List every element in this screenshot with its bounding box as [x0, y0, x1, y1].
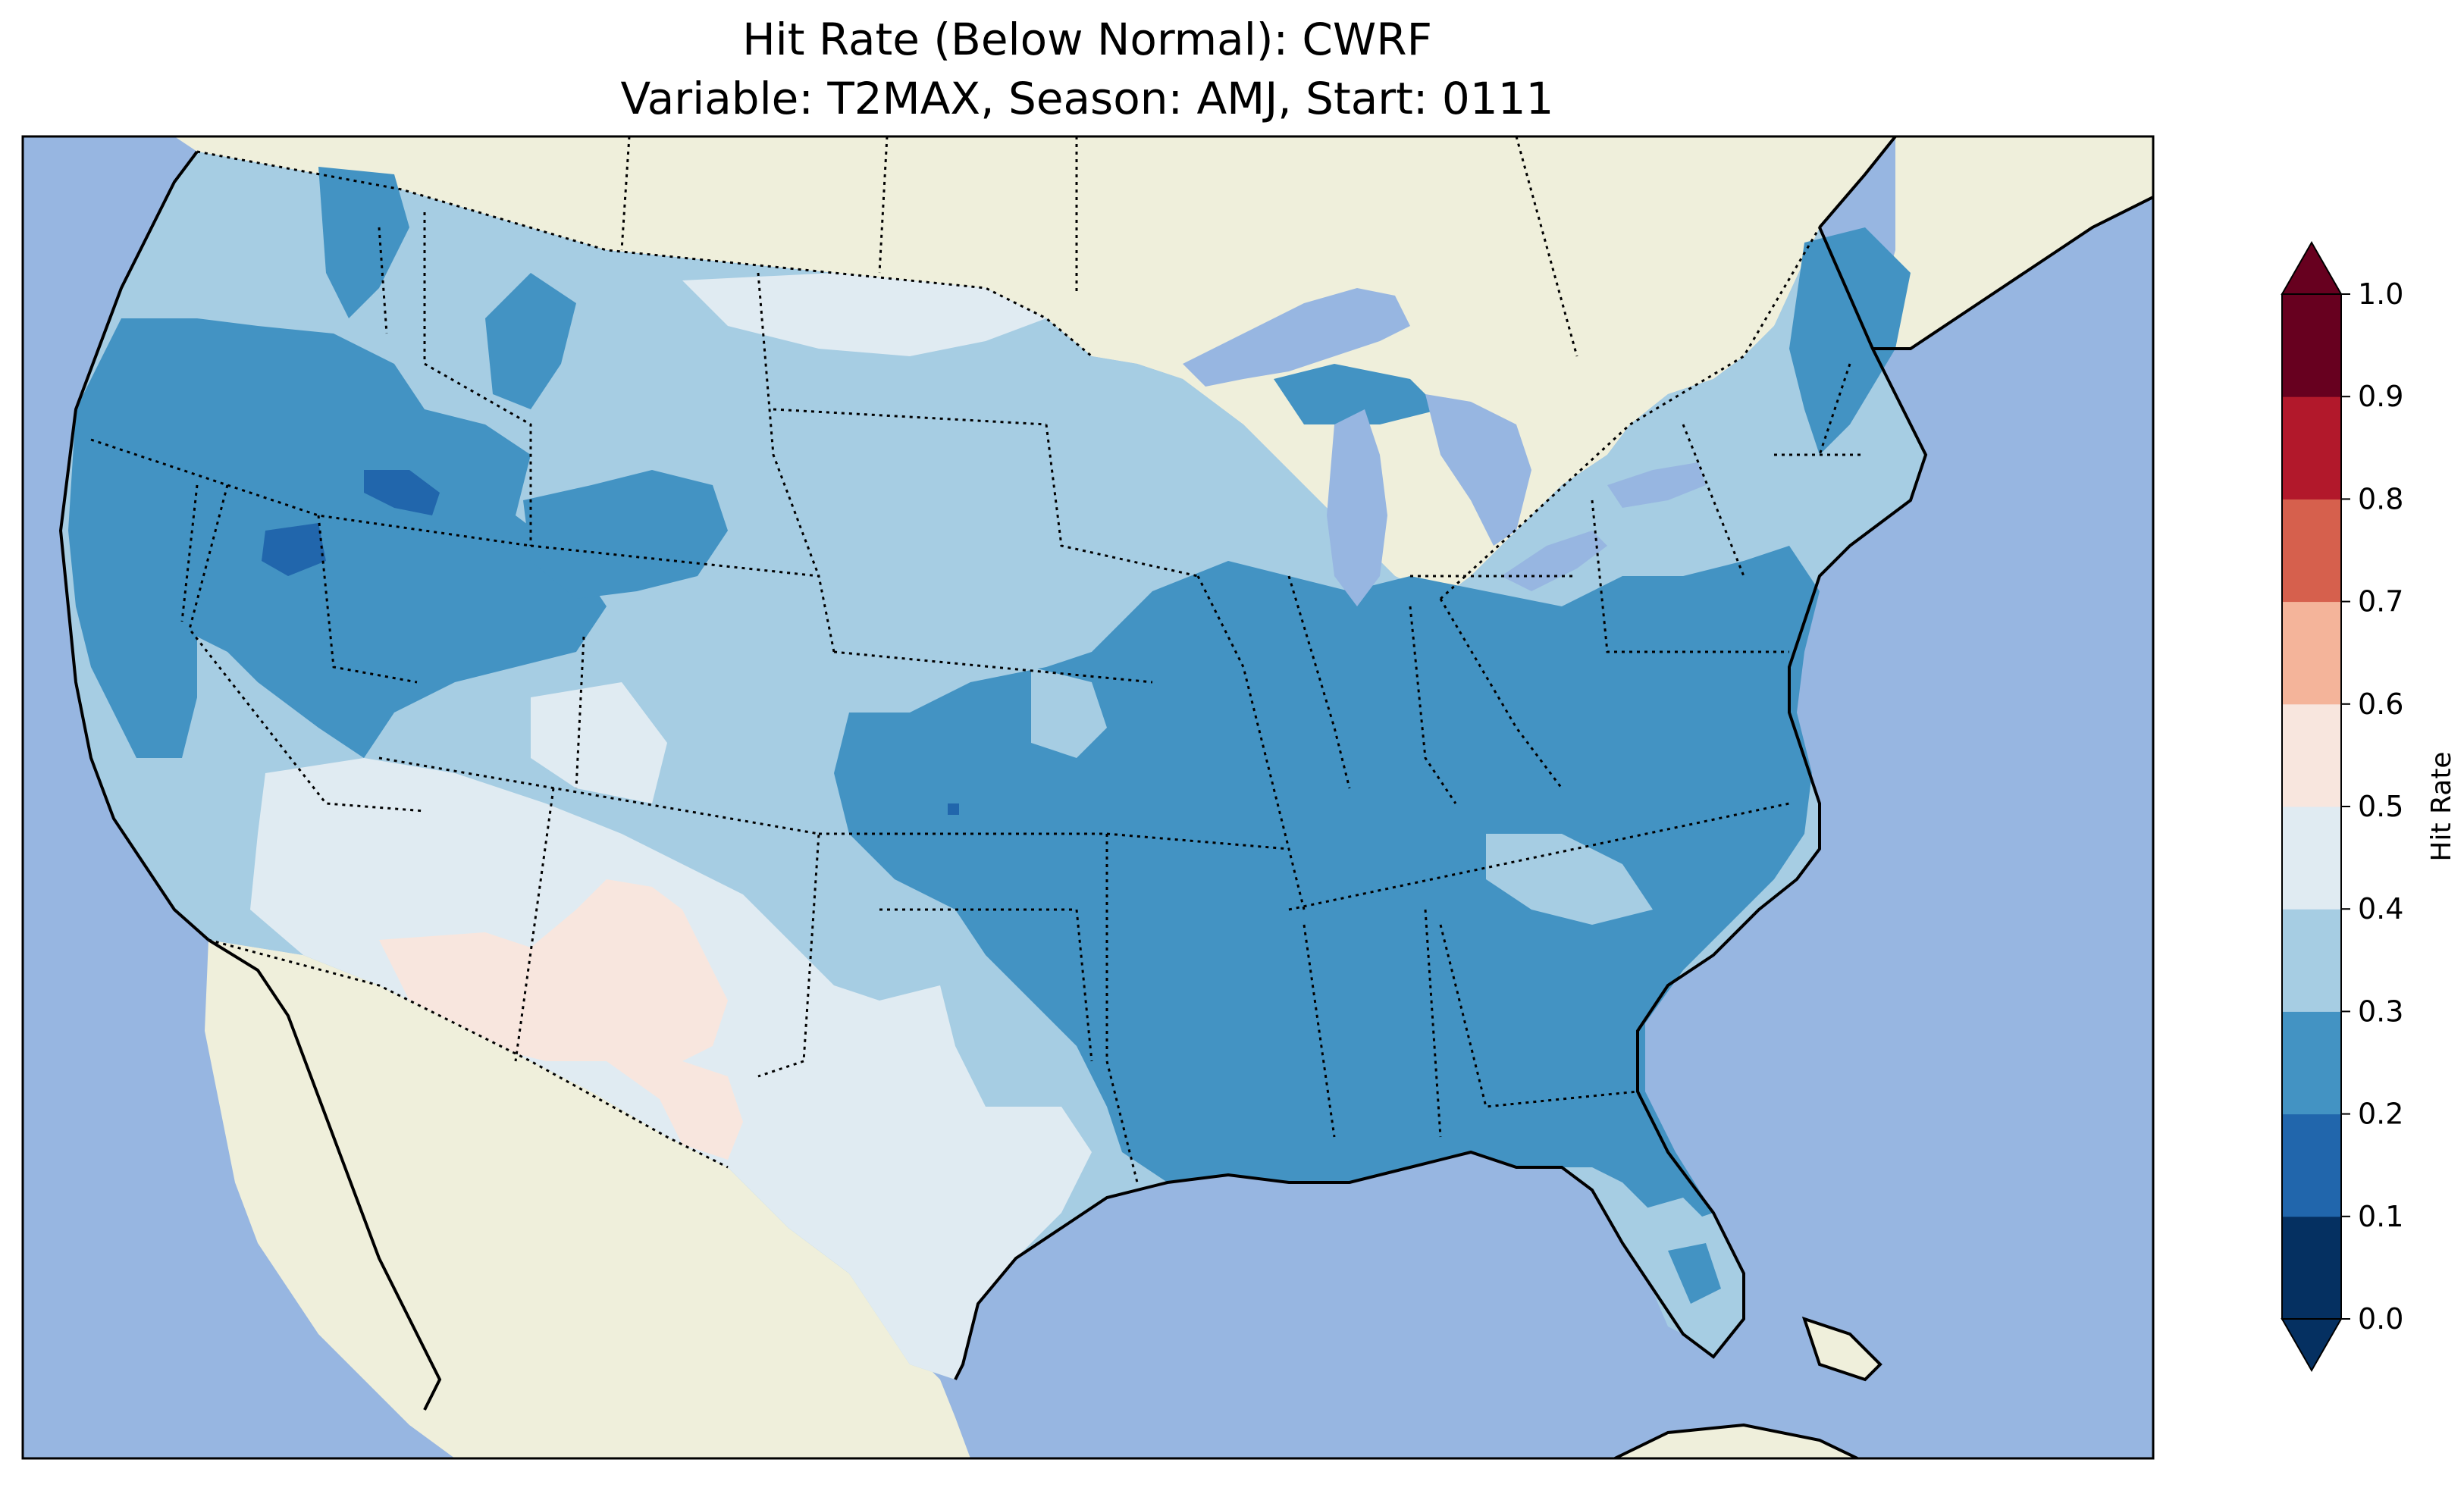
colorbar-tick-label: 0.0: [2358, 1302, 2403, 1336]
map-panel: [21, 135, 2155, 1460]
map-frame: [21, 135, 2155, 1460]
maritimes-land: [1873, 136, 2153, 349]
region-upper-michigan: [1274, 364, 1440, 424]
region-kansas-pocket: [1031, 667, 1107, 758]
lake-erie: [1501, 531, 1607, 591]
colorbar-tick-label: 0.9: [2358, 380, 2403, 413]
colorbar-segment: [2282, 1216, 2341, 1320]
colorbar-tick-label: 0.4: [2358, 892, 2403, 926]
coastlines: [58, 136, 2153, 1458]
region-pacific-coast: [68, 318, 607, 758]
colorbar-segment: [2282, 499, 2341, 603]
colorbar-segment: [2282, 601, 2341, 705]
region-florida-core: [1668, 1243, 1721, 1304]
colorbar-tick-label: 1.0: [2358, 277, 2403, 311]
colorbar-segment: [2282, 909, 2341, 1012]
region-north-plains-light: [682, 273, 1046, 356]
colorbar-tick-label: 0.6: [2358, 687, 2403, 721]
colorbar-segment: [2282, 703, 2341, 807]
region-utah-light: [531, 682, 667, 803]
region-kansas-spot: [948, 803, 959, 815]
lake-michigan: [1327, 409, 1387, 606]
colorbar-segment: [2282, 396, 2341, 500]
colorbar-tick-label: 0.5: [2358, 790, 2403, 823]
colorbar-tick-label: 0.8: [2358, 482, 2403, 515]
colorbar-segment: [2282, 807, 2341, 910]
country-borders: [196, 136, 1821, 1169]
colorbar-segment: [2282, 1011, 2341, 1115]
title-line-1: Hit Rate (Below Normal): CWRF: [742, 14, 1432, 65]
colorbar-segment: [2282, 294, 2341, 397]
title-line-2: Variable: T2MAX, Season: AMJ, Start: 011…: [621, 73, 1554, 124]
region-northeast-maine: [1789, 227, 1911, 455]
region-montana-strip: [318, 167, 409, 318]
region-georgia-pocket: [1486, 834, 1653, 925]
region-idaho-spot: [364, 470, 440, 515]
lake-ontario: [1607, 462, 1706, 508]
region-az-nm-pink: [379, 879, 743, 1160]
colorbar-segment: [2282, 1113, 2341, 1217]
lake-huron: [1425, 394, 1531, 546]
state-borders: [90, 212, 1865, 1183]
colorbar-tick-label: 0.1: [2358, 1200, 2403, 1233]
colorbar: 0.0 0.1 0.2 0.3 0.4 0.5 0.6 0.7 0.8 0.9 1.0 Hit Rat…: [2281, 240, 2457, 1373]
colorbar-tick-label: 0.2: [2358, 1098, 2403, 1131]
colorbar-tick-label: 0.3: [2358, 994, 2403, 1028]
baja-land: [208, 940, 440, 1410]
lake-superior: [1183, 288, 1410, 387]
colorbar-tick-label: 0.7: [2358, 585, 2403, 619]
region-montana-central: [485, 273, 576, 409]
colorbar-extend-min: [2281, 1318, 2343, 1373]
colorbar-extend-max: [2281, 240, 2343, 295]
region-wyoming: [523, 470, 728, 599]
colorbar-label: Hit Rate: [2426, 751, 2457, 861]
great-lakes: [1183, 288, 1706, 606]
region-oregon-spot: [262, 523, 326, 576]
